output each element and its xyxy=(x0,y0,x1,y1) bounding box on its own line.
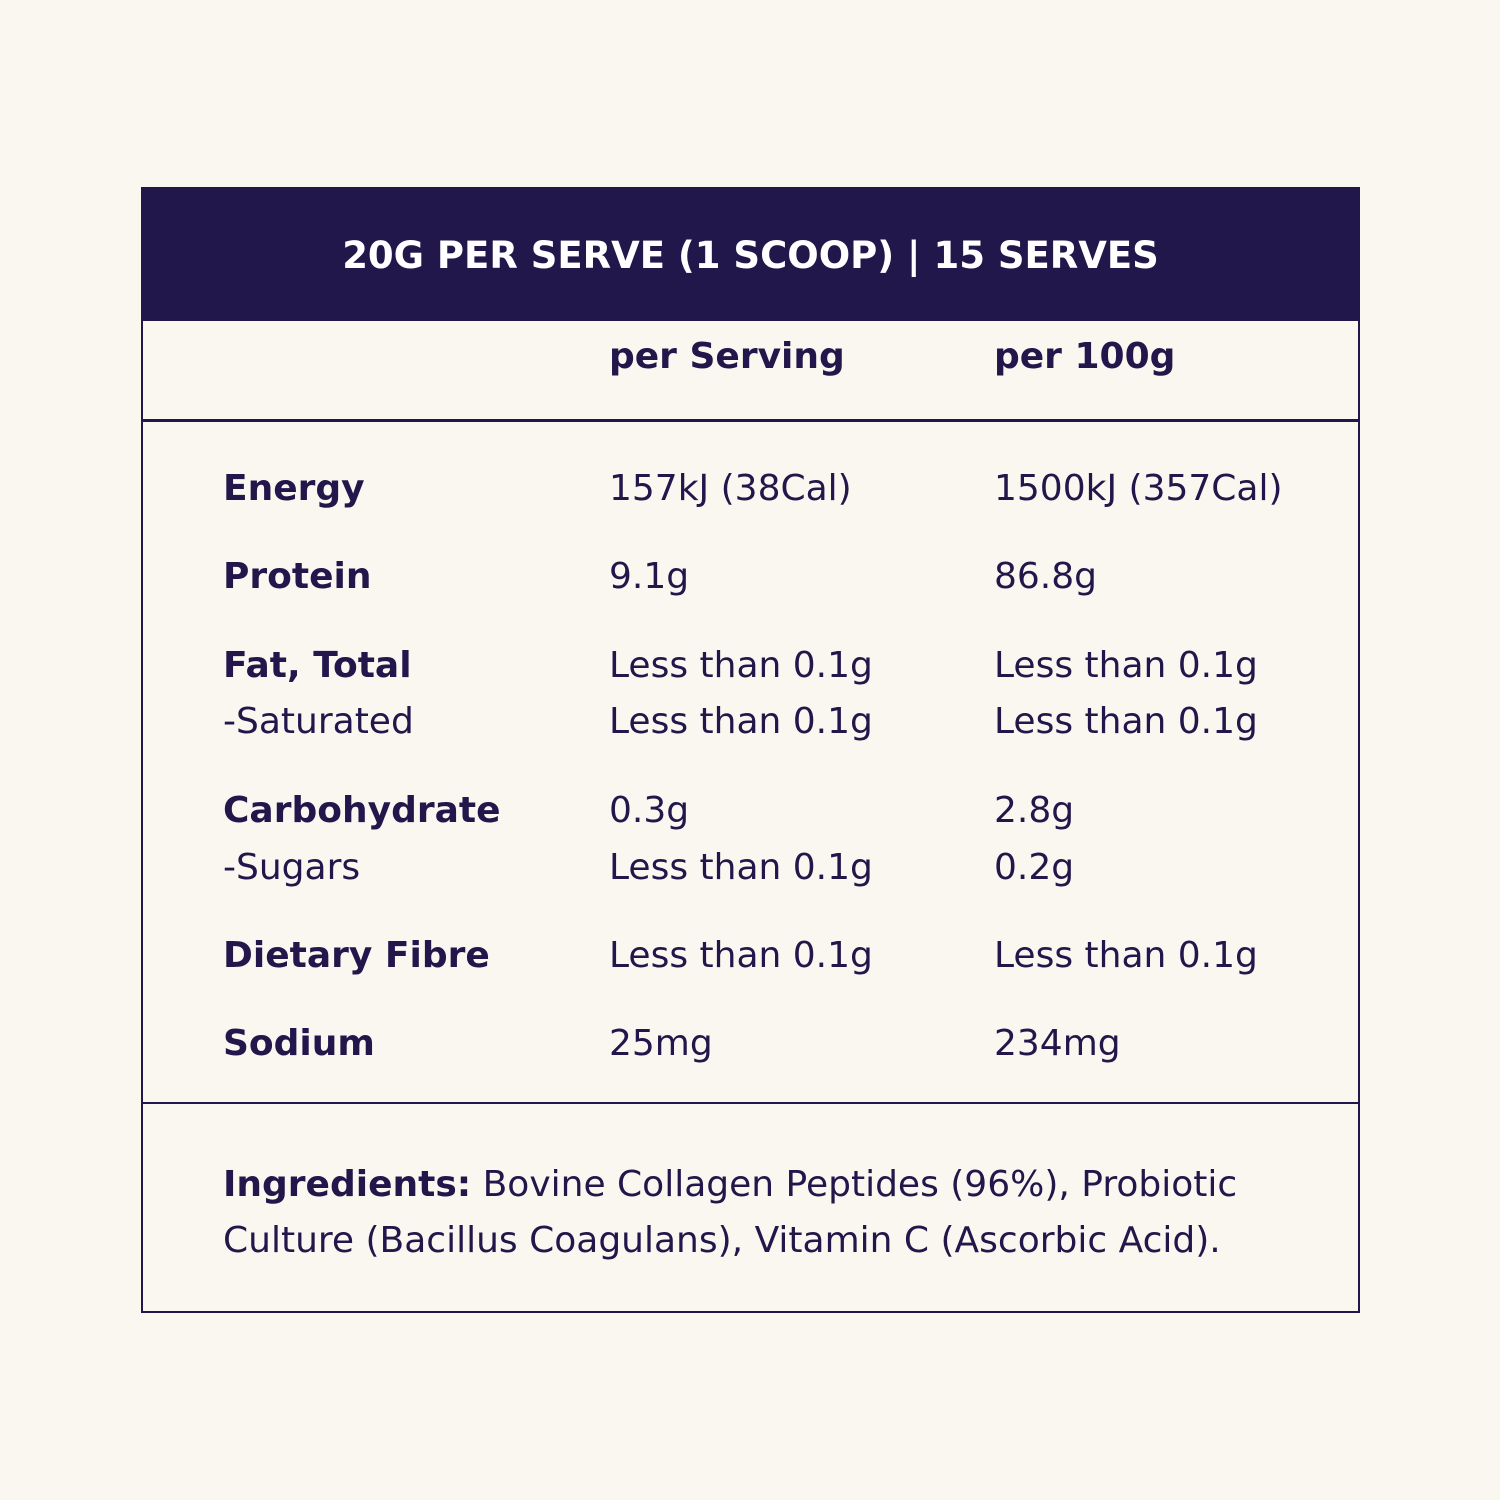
nutrition-panel: 20G PER SERVE (1 SCOOP) | 15 SERVES per … xyxy=(141,187,1360,1313)
ingredients-label: Ingredients: xyxy=(223,1164,472,1205)
nutrient-value-per-serving: Less than 0.1g xyxy=(609,935,873,976)
nutrient-value-per-100g: Less than 0.1g xyxy=(994,645,1258,686)
serving-header-title: 20G PER SERVE (1 SCOOP) | 15 SERVES xyxy=(342,233,1159,277)
nutrient-value-per-serving: Less than 0.1g xyxy=(609,847,873,888)
column-header-per-serving: per Serving xyxy=(609,336,845,377)
ingredients-list: Bovine Collagen Peptides (96%), Probioti… xyxy=(223,1164,1238,1261)
serving-header: 20G PER SERVE (1 SCOOP) | 15 SERVES xyxy=(143,189,1358,321)
nutrient-value-per-serving: Less than 0.1g xyxy=(609,701,873,742)
ingredients-text: Ingredients: Bovine Collagen Peptides (9… xyxy=(223,1157,1263,1269)
nutrient-name-fat-total: Fat, Total xyxy=(223,645,412,686)
nutrient-value-per-serving: 9.1g xyxy=(609,556,690,597)
column-header-per-100g: per 100g xyxy=(994,336,1176,377)
nutrient-value-per-100g: 0.2g xyxy=(994,847,1075,888)
nutrient-name-carbohydrate: Carbohydrate xyxy=(223,790,501,831)
nutrient-name-sodium: Sodium xyxy=(223,1023,375,1064)
nutrient-value-per-100g: Less than 0.1g xyxy=(994,701,1258,742)
nutrient-value-per-100g: 1500kJ (357Cal) xyxy=(994,468,1283,509)
nutrient-value-per-100g: 2.8g xyxy=(994,790,1075,831)
nutrient-value-per-100g: Less than 0.1g xyxy=(994,935,1258,976)
nutrient-name-saturated: -Saturated xyxy=(223,701,414,742)
ingredients-divider xyxy=(143,1102,1358,1104)
header-divider xyxy=(143,419,1358,422)
nutrient-name-protein: Protein xyxy=(223,556,372,597)
nutrient-name-energy: Energy xyxy=(223,468,365,509)
nutrient-value-per-serving: 25mg xyxy=(609,1023,713,1064)
nutrient-value-per-100g: 86.8g xyxy=(994,556,1098,597)
nutrient-name-sugars: -Sugars xyxy=(223,847,361,888)
nutrient-value-per-serving: 0.3g xyxy=(609,790,690,831)
nutrient-value-per-100g: 234mg xyxy=(994,1023,1121,1064)
nutrient-value-per-serving: Less than 0.1g xyxy=(609,645,873,686)
nutrient-name-dietary-fibre: Dietary Fibre xyxy=(223,935,490,976)
nutrient-value-per-serving: 157kJ (38Cal) xyxy=(609,468,852,509)
